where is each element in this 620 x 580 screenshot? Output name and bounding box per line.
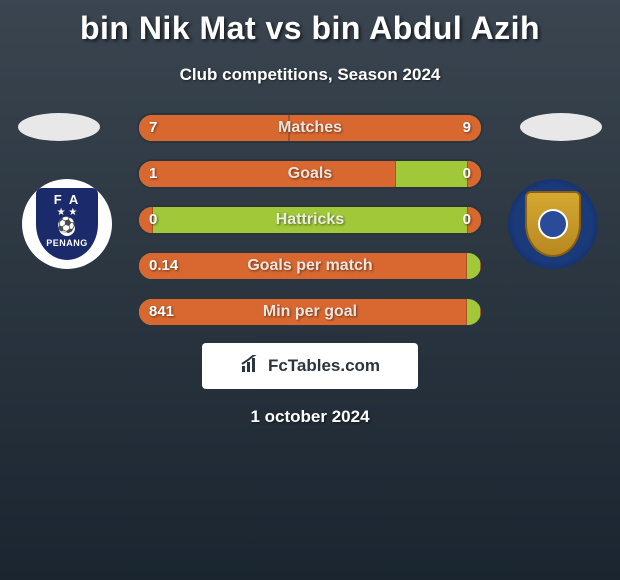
stat-row: Matches79 (137, 113, 483, 143)
bar-fill-left (139, 161, 396, 187)
shield-icon: F A ★ ★ PENANG (36, 188, 98, 260)
bar-fill-right (480, 299, 481, 325)
stat-row: Goals per match0.14 (137, 251, 483, 281)
bar-fill-right (467, 161, 481, 187)
badge-text-bottom: PENANG (46, 238, 88, 248)
emblem-icon (538, 209, 568, 239)
bar-fill-left (139, 207, 153, 233)
player-photo-left (18, 113, 100, 141)
bar-fill-right (467, 207, 481, 233)
date-line: 1 october 2024 (0, 407, 620, 427)
shield-icon (525, 191, 581, 257)
bar-track (137, 297, 483, 327)
soccer-ball-icon (59, 220, 75, 236)
bar-track (137, 251, 483, 281)
stat-row: Hattricks00 (137, 205, 483, 235)
stat-row: Goals10 (137, 159, 483, 189)
bar-track (137, 205, 483, 235)
page-title: bin Nik Mat vs bin Abdul Azih (0, 0, 620, 47)
comparison-stage: F A ★ ★ PENANG Matches79 Goals10 Hattricks… (0, 113, 620, 327)
bar-fill-left (139, 115, 289, 141)
stat-bars: Matches79 Goals10 Hattricks00 Goals per mat… (137, 113, 483, 327)
bar-fill-right (289, 115, 481, 141)
club-badge-left: F A ★ ★ PENANG (22, 179, 112, 269)
bar-track (137, 113, 483, 143)
stat-row: Min per goal841 (137, 297, 483, 327)
branding-text: FcTables.com (268, 356, 380, 376)
bar-fill-left (139, 299, 467, 325)
branding-box: FcTables.com (202, 343, 418, 389)
bar-track (137, 159, 483, 189)
club-badge-right (508, 179, 598, 269)
bar-fill-left (139, 253, 467, 279)
player-photo-right (520, 113, 602, 141)
bar-fill-right (480, 253, 481, 279)
subtitle: Club competitions, Season 2024 (0, 65, 620, 85)
chart-icon (240, 355, 262, 378)
badge-text-top: F A (54, 192, 80, 207)
